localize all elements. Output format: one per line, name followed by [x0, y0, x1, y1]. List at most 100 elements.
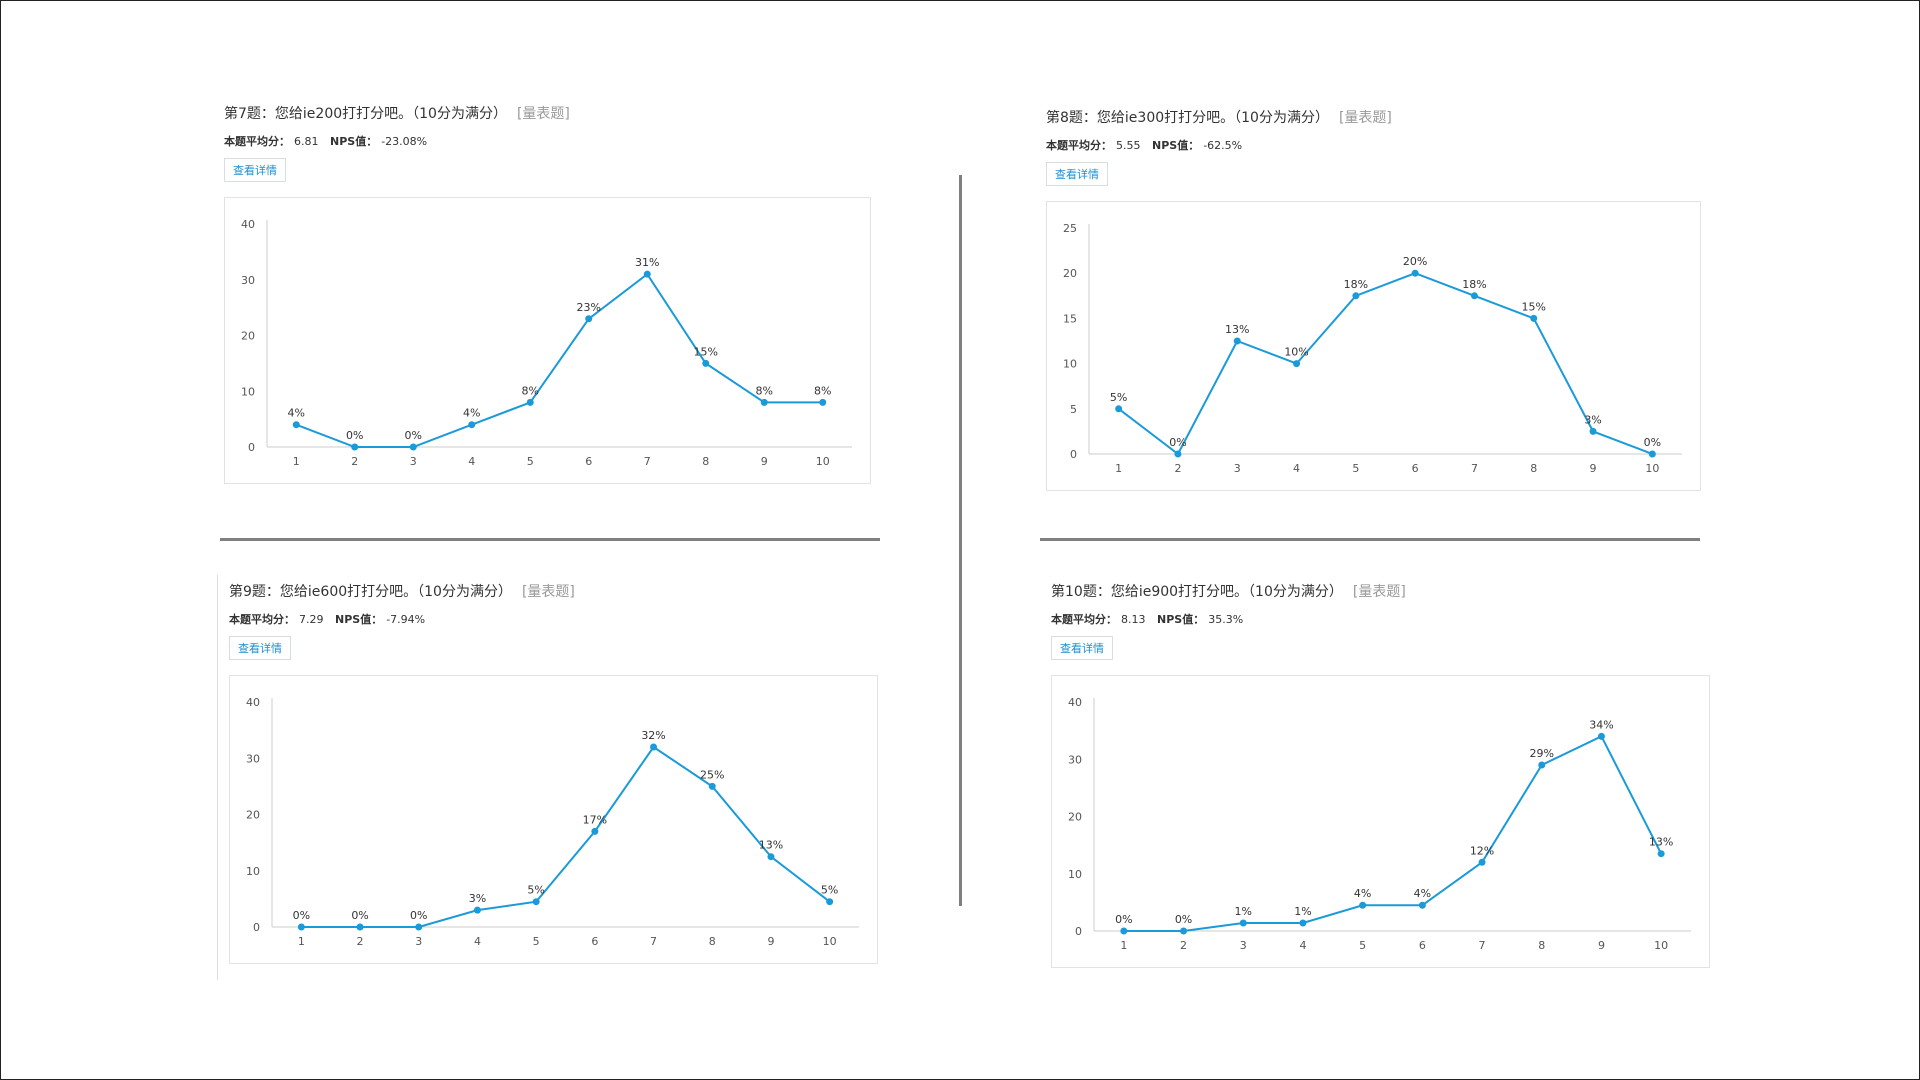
x-tick-label: 6 — [1419, 939, 1426, 952]
data-point — [1115, 405, 1123, 413]
series-line — [1123, 735, 1663, 932]
y-tick-label: 10 — [1063, 358, 1077, 371]
data-label: 0% — [351, 909, 368, 922]
data-point — [526, 398, 534, 406]
data-point — [643, 270, 651, 278]
x-tick-label: 3 — [415, 935, 422, 948]
x-tick-label: 1 — [1120, 939, 1127, 952]
y-tick-label: 0 — [253, 921, 260, 934]
x-tick-label: 8 — [709, 935, 716, 948]
nps-value: 35.3% — [1208, 613, 1244, 626]
data-label: 4% — [1354, 887, 1371, 900]
data-label: 1% — [1235, 905, 1252, 918]
view-details-button[interactable]: 查看详情 — [1046, 162, 1108, 186]
data-label: 0% — [346, 429, 363, 442]
data-label: 0% — [1169, 436, 1186, 449]
data-label: 18% — [1462, 278, 1486, 291]
data-label: 3% — [1584, 413, 1601, 426]
data-point — [1293, 360, 1301, 368]
data-point — [591, 827, 599, 835]
x-tick-label: 6 — [591, 935, 598, 948]
view-details-button[interactable]: 查看详情 — [224, 158, 286, 182]
nps-label: NPS值： — [330, 135, 378, 148]
x-tick-label: 4 — [474, 935, 481, 948]
data-point — [292, 421, 300, 429]
data-label: 8% — [814, 384, 831, 397]
question-stats: 本题平均分： 8.13 NPS值： 35.3% — [1051, 611, 1406, 627]
data-point — [1478, 858, 1486, 866]
data-label: 15% — [694, 345, 718, 358]
x-tick-label: 4 — [1293, 462, 1300, 475]
x-tick-label: 6 — [1412, 462, 1419, 475]
x-tick-label: 2 — [357, 935, 364, 948]
x-tick-label: 1 — [293, 455, 300, 468]
avg-label: 本题平均分： — [1051, 613, 1117, 626]
y-tick-label: 20 — [241, 330, 255, 343]
question-panel-10: 第10题：您给ie900打打分吧。（10分为满分） [量表题] 本题平均分： 8.1… — [1051, 581, 1406, 660]
data-point — [585, 315, 593, 323]
view-details-button[interactable]: 查看详情 — [1051, 636, 1113, 660]
nps-label: NPS值： — [1157, 613, 1205, 626]
data-label: 0% — [1175, 913, 1192, 926]
data-point — [351, 443, 359, 451]
data-label: 23% — [577, 301, 601, 314]
data-label: 29% — [1530, 747, 1554, 760]
x-tick-label: 3 — [1234, 462, 1241, 475]
x-tick-label: 10 — [823, 935, 837, 948]
data-label: 0% — [1115, 913, 1132, 926]
data-label: 4% — [463, 407, 480, 420]
x-tick-label: 5 — [527, 455, 534, 468]
data-label: 5% — [527, 884, 544, 897]
y-tick-label: 10 — [246, 865, 260, 878]
data-label: 25% — [700, 768, 724, 781]
nps-label: NPS值： — [1152, 139, 1200, 152]
x-tick-label: 8 — [702, 455, 709, 468]
data-label: 1% — [1294, 905, 1311, 918]
x-tick-label: 7 — [1479, 939, 1486, 952]
data-point — [1657, 850, 1665, 858]
x-tick-label: 3 — [410, 455, 417, 468]
avg-value: 6.81 — [294, 135, 319, 148]
y-tick-label: 10 — [1068, 868, 1082, 881]
x-tick-label: 2 — [351, 455, 358, 468]
avg-value: 5.55 — [1116, 139, 1141, 152]
question-stats: 本题平均分： 7.29 NPS值： -7.94% — [229, 611, 575, 627]
data-label: 18% — [1344, 278, 1368, 291]
x-tick-label: 5 — [533, 935, 540, 948]
y-tick-label: 20 — [1068, 811, 1082, 824]
data-label: 32% — [641, 729, 665, 742]
question-type-tag: [量表题] — [516, 106, 570, 122]
data-label: 8% — [756, 384, 773, 397]
data-point — [1597, 732, 1605, 740]
data-point — [708, 782, 716, 790]
data-label: 17% — [583, 813, 607, 826]
data-label: 8% — [522, 384, 539, 397]
y-tick-label: 30 — [241, 274, 255, 287]
horizontal-divider-right — [1040, 538, 1700, 541]
x-tick-label: 1 — [1115, 462, 1122, 475]
data-label: 15% — [1522, 300, 1546, 313]
data-label: 13% — [1649, 836, 1673, 849]
x-tick-label: 7 — [650, 935, 657, 948]
data-label: 0% — [1644, 436, 1661, 449]
series-line — [1118, 272, 1653, 456]
data-point — [1180, 927, 1188, 935]
avg-label: 本题平均分： — [229, 613, 295, 626]
view-details-button[interactable]: 查看详情 — [229, 636, 291, 660]
data-point — [1233, 337, 1241, 345]
data-point — [409, 443, 417, 451]
y-tick-label: 30 — [1068, 753, 1082, 766]
y-tick-label: 0 — [1075, 925, 1082, 938]
data-point — [1120, 927, 1128, 935]
x-tick-label: 5 — [1359, 939, 1366, 952]
data-point — [532, 898, 540, 906]
x-tick-label: 2 — [1174, 462, 1181, 475]
data-point — [356, 923, 364, 931]
data-point — [1418, 901, 1426, 909]
data-point — [767, 853, 775, 861]
line-chart-q8: 0 5 10 15 20 25 1 2 3 4 5 6 7 8 9 10 5% 0% 13% 10% 18% 20% 18%… — [1046, 201, 1701, 491]
data-point — [1538, 761, 1546, 769]
data-label: 13% — [759, 839, 783, 852]
data-label: 0% — [293, 909, 310, 922]
data-point — [1470, 292, 1478, 300]
